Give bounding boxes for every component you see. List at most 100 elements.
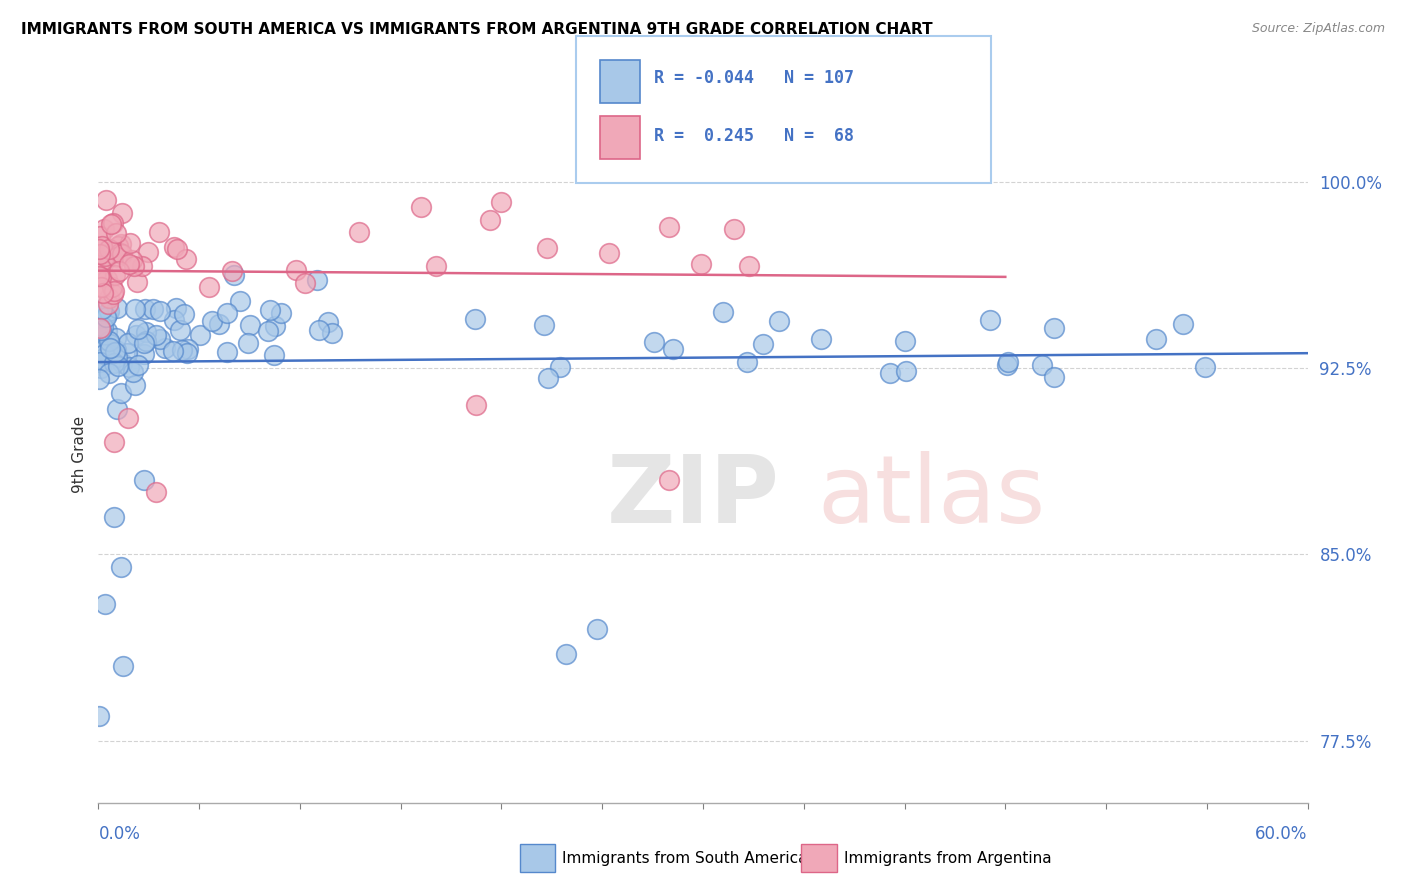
Point xyxy=(132,473,155,487)
Point xyxy=(768,314,790,328)
Point xyxy=(89,269,111,284)
Point xyxy=(96,324,118,338)
Point xyxy=(103,510,125,524)
Point xyxy=(117,336,139,351)
Point xyxy=(173,306,195,320)
Point xyxy=(101,280,124,294)
Point xyxy=(103,435,125,450)
Point xyxy=(89,708,111,723)
Point xyxy=(107,239,129,253)
Point xyxy=(118,235,141,250)
Point xyxy=(101,245,124,260)
Point xyxy=(101,287,124,301)
Point xyxy=(464,311,486,326)
Point xyxy=(229,293,252,308)
Point xyxy=(491,195,513,210)
Point xyxy=(738,259,761,273)
Point xyxy=(125,275,148,289)
Point xyxy=(110,559,132,574)
Point xyxy=(238,336,260,351)
Point xyxy=(105,226,128,240)
Point xyxy=(121,252,143,267)
Point xyxy=(135,325,157,339)
Point xyxy=(94,194,117,208)
Point xyxy=(308,323,330,337)
Point xyxy=(1031,358,1053,372)
Point xyxy=(979,312,1001,326)
Point xyxy=(89,321,111,335)
Point xyxy=(177,343,200,357)
Text: ZIP: ZIP xyxy=(606,450,779,542)
Point xyxy=(107,359,129,373)
Point xyxy=(100,345,122,359)
Point xyxy=(103,356,125,370)
Point xyxy=(170,343,193,357)
Point xyxy=(96,272,118,286)
Point xyxy=(97,304,120,318)
Text: Immigrants from Argentina: Immigrants from Argentina xyxy=(844,851,1052,865)
Point xyxy=(89,372,111,386)
Point xyxy=(110,237,132,252)
Point xyxy=(112,659,135,673)
Point xyxy=(257,324,280,338)
Point xyxy=(90,360,112,375)
Point xyxy=(91,280,114,294)
Point xyxy=(533,318,555,332)
Point xyxy=(104,268,127,282)
Point xyxy=(711,304,734,318)
Point xyxy=(643,334,665,349)
Point xyxy=(93,255,115,269)
Point xyxy=(201,314,224,328)
Point xyxy=(127,358,149,372)
Point xyxy=(478,212,501,227)
Point xyxy=(98,341,121,355)
Point xyxy=(135,334,157,348)
Point xyxy=(96,307,118,321)
Point xyxy=(110,386,132,401)
Point xyxy=(1043,320,1066,334)
Point xyxy=(690,257,713,271)
Point xyxy=(98,291,121,305)
Point xyxy=(104,343,127,358)
Point xyxy=(94,597,117,611)
Point xyxy=(124,301,146,316)
Point xyxy=(93,346,115,360)
Point xyxy=(105,301,128,315)
Point xyxy=(222,268,245,282)
Point xyxy=(90,352,112,367)
Point xyxy=(662,342,685,356)
Point xyxy=(145,485,167,500)
Point xyxy=(997,355,1019,369)
Point xyxy=(111,247,134,261)
Point xyxy=(90,329,112,343)
Point xyxy=(208,317,231,331)
Point xyxy=(134,301,156,316)
Point xyxy=(1171,317,1194,331)
Point xyxy=(321,326,343,340)
Point xyxy=(894,364,917,378)
Point xyxy=(125,327,148,342)
Point xyxy=(264,319,287,334)
Point xyxy=(98,336,121,351)
Point xyxy=(94,249,117,263)
Point xyxy=(136,245,159,260)
Point xyxy=(97,249,120,263)
Point xyxy=(91,302,114,317)
Point xyxy=(98,248,121,262)
Point xyxy=(124,377,146,392)
Point xyxy=(465,398,488,412)
Point xyxy=(115,346,138,360)
Point xyxy=(89,242,111,256)
Point xyxy=(217,306,239,320)
Point xyxy=(145,327,167,342)
Point xyxy=(98,367,121,381)
Text: R = -0.044   N = 107: R = -0.044 N = 107 xyxy=(654,70,853,87)
Point xyxy=(752,337,775,351)
Point xyxy=(305,273,328,287)
Point xyxy=(91,263,114,277)
Point xyxy=(239,318,262,332)
Point xyxy=(105,402,128,417)
Point xyxy=(103,216,125,230)
Point xyxy=(90,269,112,284)
Point xyxy=(536,371,558,385)
